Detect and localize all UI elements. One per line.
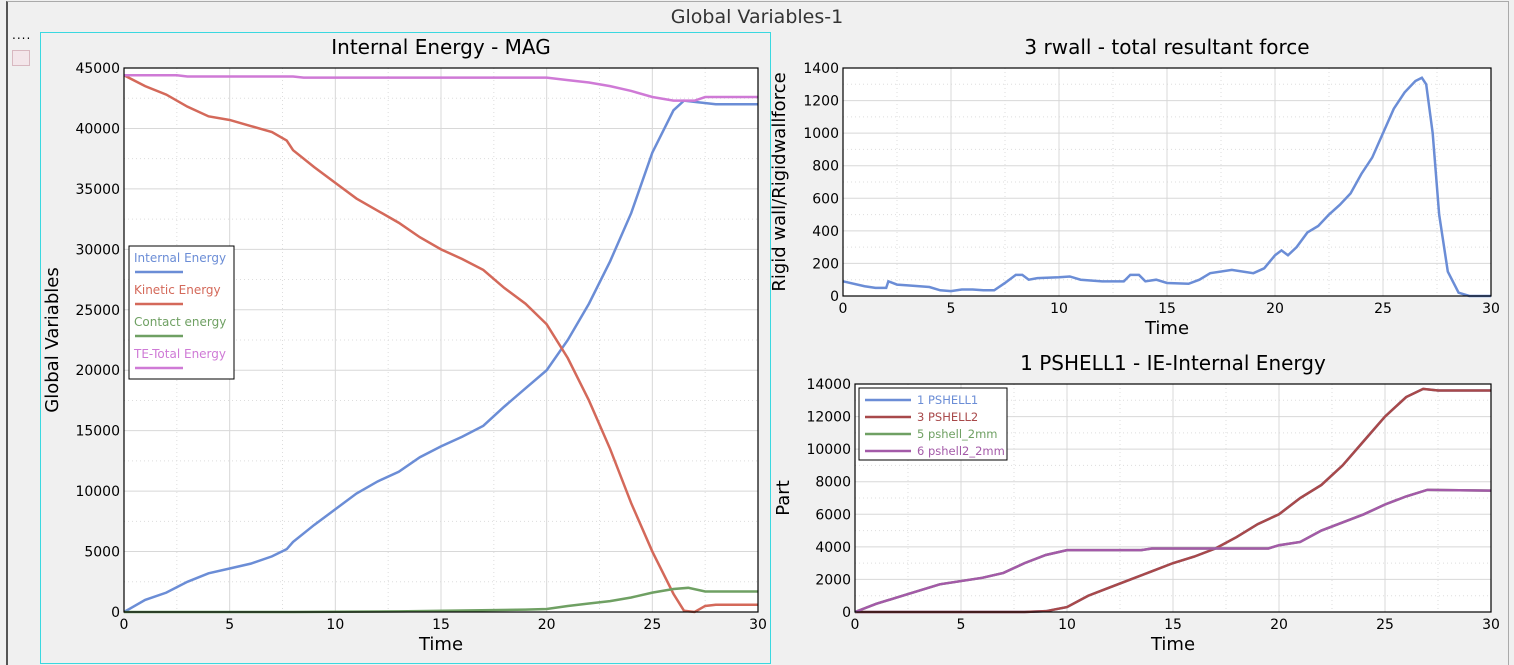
menu-dots-icon[interactable]: .... <box>12 28 32 42</box>
plot-border <box>854 383 1492 613</box>
series-line-kinetic-energy <box>123 74 758 614</box>
y-tick-label: 6000 <box>815 507 851 523</box>
y-tick-label: 1400 <box>803 61 839 77</box>
x-tick-label: 20 <box>1270 617 1288 633</box>
y-axis-label: Global Variables <box>42 267 63 412</box>
y-tick-label: 10000 <box>806 442 851 458</box>
y-tick-label: 5000 <box>84 545 120 561</box>
x-axis-label: Time <box>1144 318 1189 339</box>
legend-box <box>128 245 235 380</box>
y-tick-label: 45000 <box>75 61 120 77</box>
legend-label: Kinetic Energy <box>134 283 221 297</box>
y-tick-label: 40000 <box>75 121 120 137</box>
series-line-te-total-energy <box>124 74 758 102</box>
x-tick-label: 20 <box>538 617 556 633</box>
legend-label: 6 pshell2_2mm <box>917 444 1005 458</box>
legend-label: Internal Energy <box>134 251 226 265</box>
y-tick-label: 8000 <box>815 475 851 491</box>
chart-0: 0 5 10 15 20 25 30 0 5000 10000 15000 20000 25000 300… <box>42 35 767 655</box>
legend: Internal Energy Kinetic Energy Contact ene… <box>128 245 235 380</box>
y-tick-label: 1200 <box>803 94 839 110</box>
y-tick-label: 800 <box>812 159 839 175</box>
x-tick-label: 20 <box>1266 301 1284 317</box>
y-tick-label: 200 <box>812 256 839 272</box>
x-tick-label: 10 <box>326 617 344 633</box>
chart-title: Internal Energy - MAG <box>331 35 550 59</box>
x-tick-label: 30 <box>749 617 767 633</box>
y-tick-label: 1000 <box>803 126 839 142</box>
chart-title: 3 rwall - total resultant force <box>1024 35 1309 59</box>
active-plot-selection <box>40 32 771 664</box>
y-tick-label: 35000 <box>75 182 120 198</box>
y-tick-label: 0 <box>830 289 839 305</box>
x-axis-label: Time <box>418 634 463 655</box>
series-line-3-pshell2 <box>855 387 1491 614</box>
x-tick-label: 15 <box>1158 301 1176 317</box>
legend: 1 PSHELL1 3 PSHELL2 5 pshell_2mm 6 pshell2_… <box>858 387 1008 461</box>
x-axis-label: Time <box>1150 634 1195 655</box>
x-tick-label: 5 <box>957 617 966 633</box>
y-axis-label: Rigid wall/Rigidwallforce <box>769 72 790 291</box>
series-line-contact-energy <box>124 586 758 614</box>
legend-label: 1 PSHELL1 <box>917 393 978 407</box>
chart-1: 0 5 10 15 20 25 30 0 200 400 600 800 1000 1200 1400 3 r… <box>769 35 1500 339</box>
x-tick-label: 15 <box>432 617 450 633</box>
series-line-internal-energy <box>123 99 758 614</box>
plot-border <box>123 67 759 613</box>
legend-label: 3 PSHELL2 <box>917 410 978 424</box>
series-line-6-pshell2-2mm <box>854 488 1492 614</box>
chart-2: 0 5 10 15 20 25 30 0 2000 4000 6000 8000 10000 12000 1… <box>773 351 1500 655</box>
x-tick-label: 30 <box>1482 301 1500 317</box>
x-tick-label: 0 <box>851 617 860 633</box>
window-title: Global Variables-1 <box>670 6 844 28</box>
y-tick-label: 14000 <box>806 377 851 393</box>
x-tick-label: 25 <box>1374 301 1392 317</box>
y-tick-label: 400 <box>812 224 839 240</box>
x-tick-label: 10 <box>1050 301 1068 317</box>
y-tick-label: 20000 <box>75 363 120 379</box>
y-tick-label: 10000 <box>75 484 120 500</box>
x-tick-label: 25 <box>643 617 661 633</box>
x-tick-label: 5 <box>225 617 234 633</box>
y-axis-label: Part <box>773 480 794 516</box>
legend-label: Contact energy <box>134 315 226 329</box>
y-tick-label: 0 <box>111 605 120 621</box>
y-tick-label: 4000 <box>815 540 851 556</box>
legend-label: 5 pshell_2mm <box>917 427 998 441</box>
plot-border <box>842 67 1492 297</box>
window-frame <box>6 1 1509 665</box>
y-tick-label: 25000 <box>75 303 120 319</box>
y-tick-label: 600 <box>812 191 839 207</box>
x-tick-label: 10 <box>1058 617 1076 633</box>
x-tick-label: 15 <box>1164 617 1182 633</box>
plot-window-icon[interactable] <box>12 50 30 66</box>
x-tick-label: 30 <box>1482 617 1500 633</box>
x-tick-label: 0 <box>120 617 129 633</box>
y-tick-label: 30000 <box>75 242 120 258</box>
y-tick-label: 12000 <box>806 410 851 426</box>
chart-title: 1 PSHELL1 - IE-Internal Energy <box>1020 351 1326 375</box>
x-tick-label: 5 <box>947 301 956 317</box>
y-tick-label: 15000 <box>75 424 120 440</box>
legend-label: TE-Total Energy <box>133 347 226 361</box>
x-tick-label: 0 <box>839 301 848 317</box>
x-tick-label: 25 <box>1376 617 1394 633</box>
y-tick-label: 2000 <box>815 572 851 588</box>
y-tick-label: 0 <box>842 605 851 621</box>
series-line-0 <box>842 76 1491 298</box>
